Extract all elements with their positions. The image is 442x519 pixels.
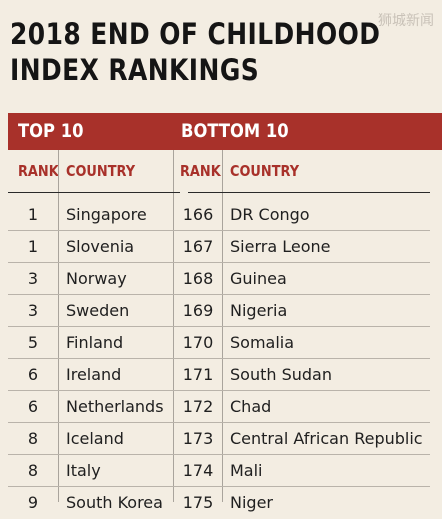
bottom-rank-cell: 172 bbox=[182, 397, 214, 416]
bottom-country-header: COUNTRY bbox=[230, 162, 300, 180]
bottom-rank-cell: 171 bbox=[182, 365, 214, 384]
top-rank-cell: 6 bbox=[27, 397, 39, 416]
top-rank-cell: 8 bbox=[27, 461, 39, 480]
top-country-cell: Singapore bbox=[66, 205, 147, 224]
bottom-country-cell: Central African Republic bbox=[230, 429, 423, 448]
bottom-country-cell: Niger bbox=[230, 493, 273, 512]
top-rank-cell: 3 bbox=[27, 269, 39, 288]
row-divider bbox=[8, 358, 430, 359]
bottom-country-cell: Nigeria bbox=[230, 301, 288, 320]
top-rank-cell: 3 bbox=[27, 301, 39, 320]
bottom-country-cell: Somalia bbox=[230, 333, 295, 352]
top-country-cell: Italy bbox=[66, 461, 101, 480]
bottom-country-cell: Sierra Leone bbox=[230, 237, 331, 256]
header-underline bbox=[8, 192, 180, 193]
section-header-bar: TOP 10 BOTTOM 10 bbox=[8, 113, 442, 150]
top-rank-cell: 1 bbox=[27, 205, 39, 224]
top-country-cell: Finland bbox=[66, 333, 124, 352]
bottom-country-cell: Chad bbox=[230, 397, 272, 416]
bottom-rank-cell: 167 bbox=[182, 237, 214, 256]
bottom-rank-cell: 169 bbox=[182, 301, 214, 320]
row-divider bbox=[8, 422, 430, 423]
title-line-2: INDEX RANKINGS bbox=[10, 53, 260, 87]
watermark: 狮城新闻 bbox=[378, 13, 434, 29]
top-rank-header: RANK bbox=[18, 162, 59, 180]
bottom-country-cell: South Sudan bbox=[230, 365, 332, 384]
title-line-1: 2018 END OF CHILDHOOD bbox=[10, 17, 381, 51]
bottom-rank-cell: 168 bbox=[182, 269, 214, 288]
top-country-cell: Netherlands bbox=[66, 397, 164, 416]
bottom-rank-cell: 170 bbox=[182, 333, 214, 352]
top-country-cell: Ireland bbox=[66, 365, 122, 384]
top-country-cell: Slovenia bbox=[66, 237, 135, 256]
top-rank-cell: 1 bbox=[27, 237, 39, 256]
bottom-rank-cell: 166 bbox=[182, 205, 214, 224]
row-divider bbox=[8, 486, 430, 487]
top-country-cell: Sweden bbox=[66, 301, 130, 320]
row-divider bbox=[8, 454, 430, 455]
bottom-rank-cell: 174 bbox=[182, 461, 214, 480]
page-title: 2018 END OF CHILDHOOD INDEX RANKINGS bbox=[10, 16, 380, 88]
top-country-cell: Iceland bbox=[66, 429, 124, 448]
bottom-rank-header: RANK bbox=[180, 162, 221, 180]
top-country-cell: Norway bbox=[66, 269, 127, 288]
row-divider bbox=[8, 230, 430, 231]
row-divider bbox=[8, 262, 430, 263]
top-rank-cell: 5 bbox=[27, 333, 39, 352]
bottom-10-label: BOTTOM 10 bbox=[181, 120, 289, 142]
top-rank-cell: 6 bbox=[27, 365, 39, 384]
top-rank-cell: 9 bbox=[27, 493, 39, 512]
bottom-country-cell: Mali bbox=[230, 461, 263, 480]
bottom-country-cell: Guinea bbox=[230, 269, 287, 288]
bottom-rank-cell: 175 bbox=[182, 493, 214, 512]
top-country-header: COUNTRY bbox=[66, 162, 136, 180]
header-underline bbox=[188, 192, 430, 193]
bottom-country-cell: DR Congo bbox=[230, 205, 310, 224]
top-rank-cell: 8 bbox=[27, 429, 39, 448]
row-divider bbox=[8, 294, 430, 295]
row-divider bbox=[8, 326, 430, 327]
bottom-rank-cell: 173 bbox=[182, 429, 214, 448]
top-country-cell: South Korea bbox=[66, 493, 163, 512]
row-divider bbox=[8, 390, 430, 391]
top-10-label: TOP 10 bbox=[18, 120, 84, 142]
